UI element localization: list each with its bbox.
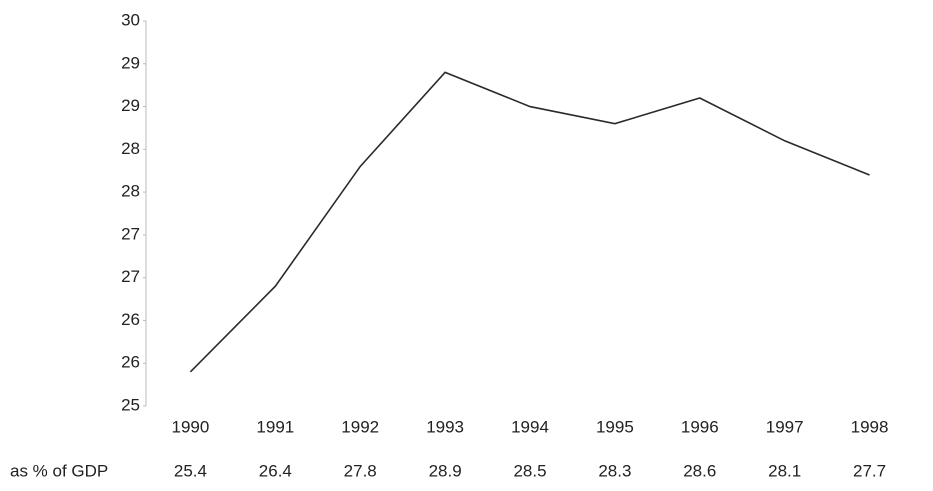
table-row-label: as % of GDP (10, 461, 108, 480)
x-tick-label: 1998 (851, 417, 889, 436)
table-value: 27.7 (853, 461, 886, 480)
table-value: 28.6 (683, 461, 716, 480)
y-tick-label: 28 (121, 182, 140, 201)
x-tick-label: 1993 (426, 417, 464, 436)
x-tick-label: 1994 (511, 417, 549, 436)
x-tick-label: 1997 (766, 417, 804, 436)
table-value: 28.3 (598, 461, 631, 480)
x-tick-label: 1991 (256, 417, 294, 436)
x-tick-label: 1990 (172, 417, 210, 436)
y-tick-label: 29 (121, 53, 140, 72)
table-value: 28.9 (429, 461, 462, 480)
table-value: 28.1 (768, 461, 801, 480)
line (189, 71, 870, 373)
table-value: 25.4 (174, 461, 207, 480)
table-value: 28.5 (513, 461, 546, 480)
x-tick-label: 1995 (596, 417, 634, 436)
y-tick-label: 26 (121, 353, 140, 372)
y-tick-label: 28 (121, 139, 140, 158)
y-tick-label: 27 (121, 267, 140, 286)
y-tick-label: 29 (121, 96, 140, 115)
y-tick-label: 27 (121, 224, 140, 243)
x-tick-label: 1996 (681, 417, 719, 436)
x-tick-label: 1992 (341, 417, 379, 436)
table-value: 27.8 (344, 461, 377, 480)
y-tick-label: 30 (121, 10, 140, 29)
y-tick-label: 26 (121, 310, 140, 329)
table-value: 26.4 (259, 461, 292, 480)
y-tick-label: 25 (121, 395, 140, 414)
